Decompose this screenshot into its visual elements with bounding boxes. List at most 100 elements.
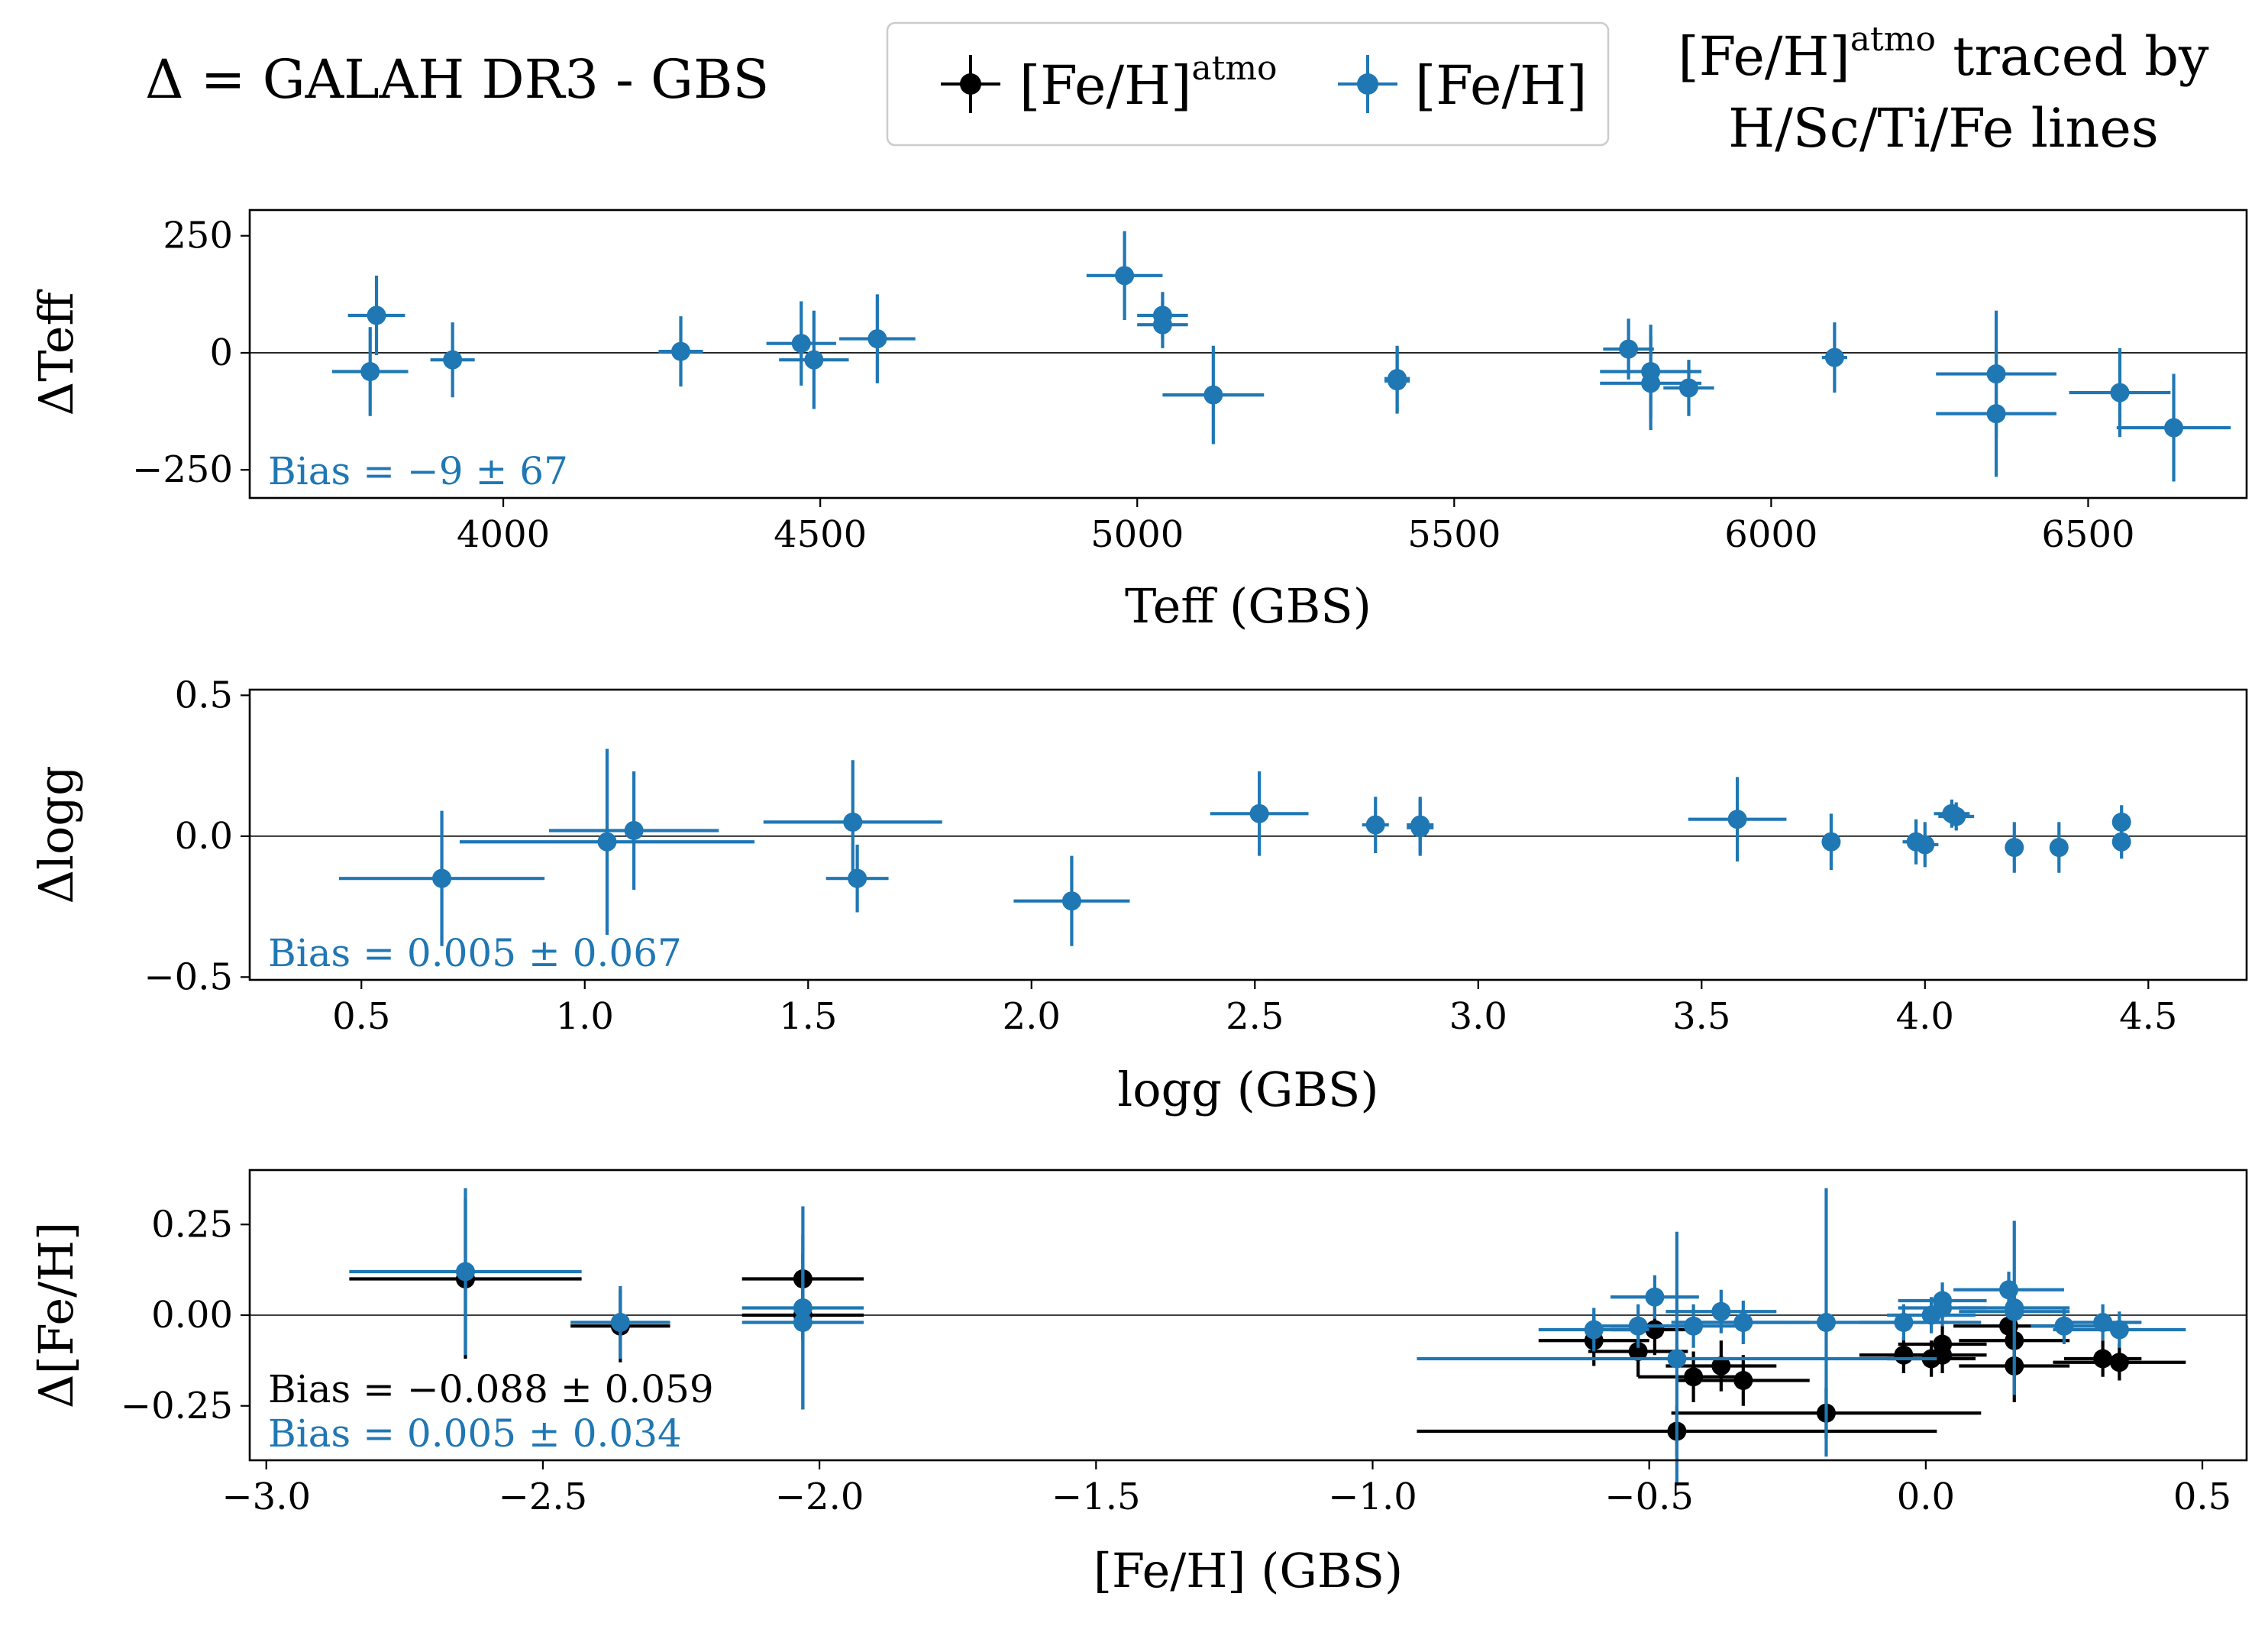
x-axis-label: Teff (GBS) bbox=[1125, 578, 1371, 634]
data-point bbox=[2109, 1320, 2129, 1340]
data-point bbox=[2054, 1316, 2074, 1336]
header-definition: Δ = GALAH DR3 - GBS bbox=[145, 48, 769, 111]
data-point bbox=[2093, 1349, 2113, 1369]
y-tick-label: −0.5 bbox=[144, 955, 233, 998]
data-point bbox=[1684, 1367, 1704, 1387]
bias-annotation: Bias = −9 ± 67 bbox=[268, 449, 568, 493]
legend-label-atmo-sup: atmo bbox=[1191, 49, 1277, 88]
x-tick-label: 0.5 bbox=[2173, 1476, 2231, 1518]
data-point bbox=[1152, 315, 1172, 335]
data-point bbox=[1824, 348, 1844, 367]
data-point bbox=[804, 350, 824, 370]
bias-annotation: Bias = 0.005 ± 0.067 bbox=[268, 931, 682, 975]
data-point bbox=[2111, 812, 2131, 832]
data-point bbox=[1645, 1287, 1665, 1307]
data-point bbox=[1115, 266, 1135, 286]
data-point bbox=[848, 868, 867, 888]
data-point bbox=[1711, 1356, 1731, 1375]
data-point bbox=[1821, 832, 1841, 852]
data-point bbox=[1933, 1298, 1953, 1317]
data-point bbox=[367, 305, 386, 325]
y-axis-label: Δlogg bbox=[28, 765, 84, 904]
header-note-sup: atmo bbox=[1850, 20, 1936, 59]
data-point bbox=[1678, 378, 1698, 398]
header-note-post: traced by bbox=[1936, 25, 2209, 88]
axes-frame bbox=[248, 688, 2248, 981]
data-point bbox=[1641, 373, 1661, 393]
data-point bbox=[2164, 418, 2184, 438]
data-point bbox=[1894, 1313, 1914, 1332]
x-tick-label: 5500 bbox=[1407, 513, 1501, 556]
y-tick-label: 0.00 bbox=[151, 1294, 233, 1337]
x-tick-label: 3.5 bbox=[1672, 995, 1730, 1038]
x-tick-label: 0.0 bbox=[1897, 1476, 1955, 1518]
x-tick-label: 1.0 bbox=[556, 995, 614, 1038]
series-2 bbox=[349, 1188, 2186, 1486]
series-1 bbox=[339, 748, 2131, 946]
x-tick-label: −3.0 bbox=[221, 1476, 311, 1518]
y-tick-label: 0.5 bbox=[175, 674, 233, 716]
x-tick-label: 1.5 bbox=[779, 995, 837, 1038]
data-point bbox=[1733, 1371, 1753, 1390]
data-point bbox=[1584, 1320, 1604, 1340]
x-tick-label: −0.5 bbox=[1604, 1476, 1694, 1518]
y-tick-label: −0.25 bbox=[121, 1385, 233, 1427]
y-tick-label: 0 bbox=[209, 331, 233, 374]
data-point bbox=[1933, 1345, 1953, 1365]
x-tick-label: −2.0 bbox=[775, 1476, 864, 1518]
data-point bbox=[2093, 1313, 2113, 1332]
plot-area bbox=[349, 1188, 2186, 1486]
data-point bbox=[1727, 810, 1747, 829]
legend-label-atmo: [Fe/H]atmo bbox=[1019, 49, 1278, 117]
data-point bbox=[1619, 339, 1639, 359]
legend: [Fe/H]atmo [Fe/H] bbox=[886, 21, 1610, 147]
header-note-line1: [Fe/H]atmo traced by bbox=[1678, 20, 2209, 88]
axes-frame bbox=[248, 209, 2248, 499]
y-tick-label: 250 bbox=[163, 215, 233, 257]
data-point bbox=[432, 868, 452, 888]
data-point bbox=[1684, 1316, 1704, 1336]
header-note-line2: H/Sc/Ti/Fe lines bbox=[1728, 97, 2159, 160]
data-point bbox=[843, 812, 863, 832]
x-tick-label: 4000 bbox=[457, 513, 550, 556]
data-point bbox=[1249, 803, 1269, 823]
data-point bbox=[2109, 1353, 2129, 1372]
data-point bbox=[2111, 832, 2131, 852]
legend-frame bbox=[886, 21, 1610, 147]
plot-area bbox=[331, 231, 2231, 482]
data-point bbox=[443, 350, 463, 370]
data-point bbox=[1410, 818, 1430, 838]
x-tick-label: 4.5 bbox=[2119, 995, 2177, 1038]
panels: 4000 4500 5000 5500 6000 6500 −250 0 250 Teff (GB… bbox=[28, 209, 2248, 1599]
data-point bbox=[2110, 383, 2130, 402]
x-axis-label: [Fe/H] (GBS) bbox=[1094, 1543, 1403, 1599]
y-tick-label: 0.0 bbox=[175, 815, 233, 858]
panel-2: 0.5 1.0 1.5 2.0 2.5 3.0 3.5 4.0 4.5 −0.5 0.0 0.5 log… bbox=[28, 674, 2248, 1117]
x-tick-label: 2.0 bbox=[1003, 995, 1061, 1038]
data-point bbox=[2049, 838, 2069, 858]
data-point bbox=[1667, 1349, 1687, 1369]
y-axis-label: Δ[Fe/H] bbox=[28, 1222, 84, 1408]
data-point bbox=[610, 1313, 630, 1332]
x-tick-label: 5000 bbox=[1090, 513, 1184, 556]
data-point bbox=[1986, 404, 2006, 424]
x-tick-label: −2.5 bbox=[499, 1476, 588, 1518]
legend-label-atmo-base: [Fe/H] bbox=[1019, 54, 1191, 117]
data-point bbox=[791, 334, 811, 354]
data-point bbox=[1388, 371, 1407, 391]
data-point bbox=[1915, 835, 1935, 855]
data-point bbox=[2005, 838, 2024, 858]
data-point bbox=[1947, 807, 1966, 826]
x-tick-label: 6500 bbox=[2041, 513, 2134, 556]
data-point bbox=[1816, 1313, 1836, 1332]
x-tick-label: 3.0 bbox=[1449, 995, 1507, 1038]
legend-marker-dot-atmo bbox=[960, 73, 981, 95]
data-point bbox=[456, 1262, 476, 1282]
x-tick-label: 4500 bbox=[774, 513, 867, 556]
data-point bbox=[1203, 385, 1223, 405]
legend-entry-atmo: [Fe/H]atmo bbox=[941, 49, 1278, 117]
legend-label-feh: [Fe/H] bbox=[1415, 54, 1587, 117]
data-point bbox=[1061, 891, 1081, 911]
legend-entry-feh: [Fe/H] bbox=[1338, 54, 1587, 117]
